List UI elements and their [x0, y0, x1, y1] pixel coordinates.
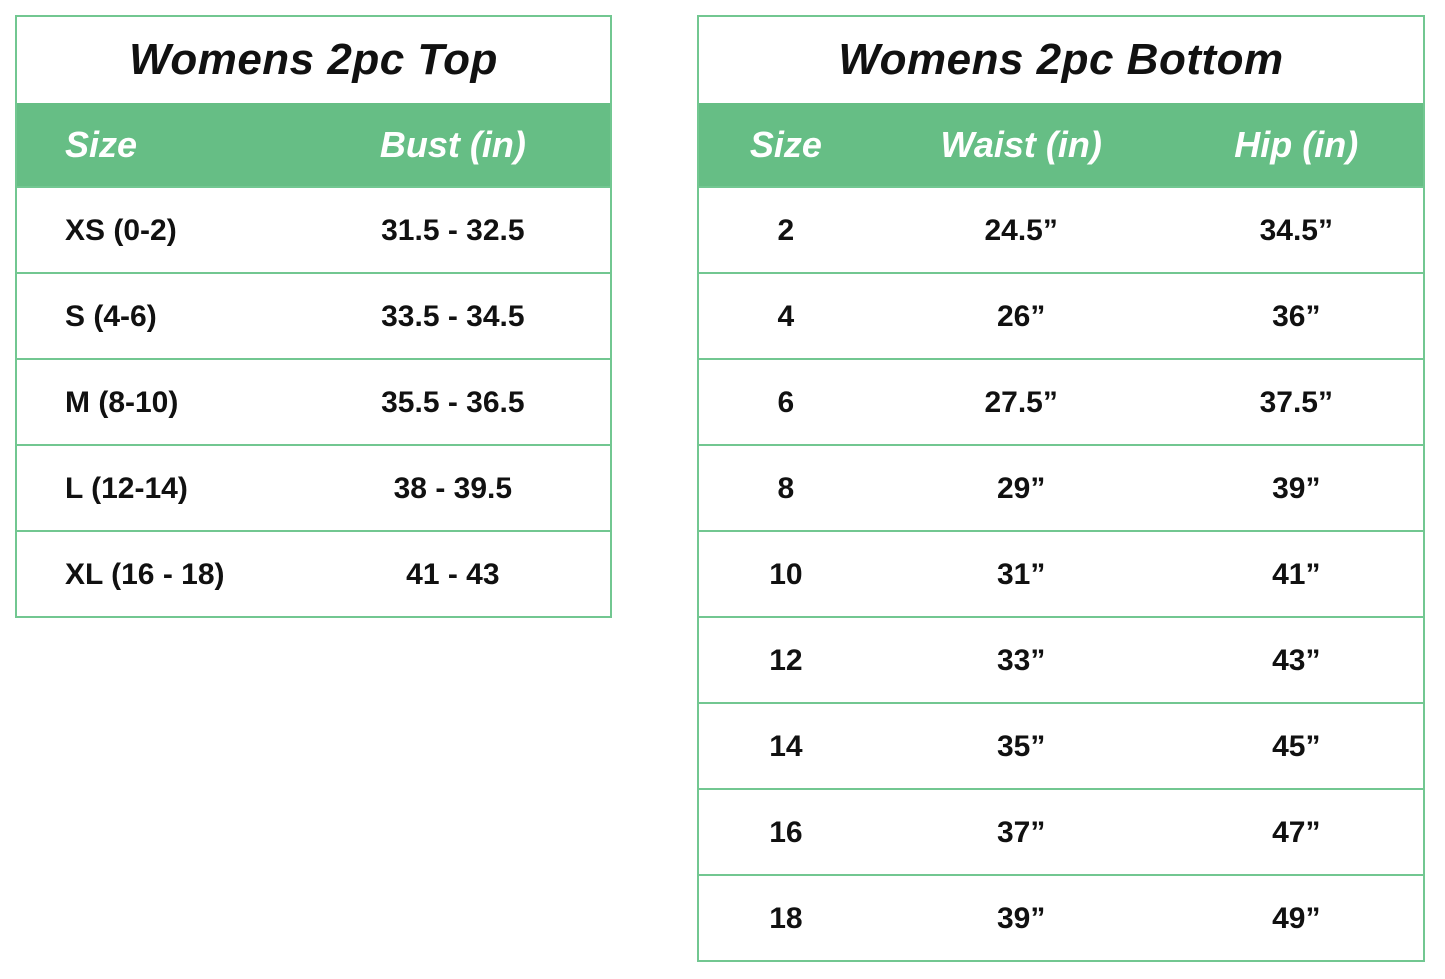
table-body: XS (0-2) 31.5 - 32.5 S (4-6) 33.5 - 34.5 M (…: [17, 186, 610, 616]
table-cell: 41 - 43: [406, 557, 500, 591]
table-cell: 27.5”: [984, 385, 1058, 419]
table-cell: 24.5”: [984, 213, 1058, 247]
table-cell: 18: [769, 901, 803, 935]
column-header-size: Size: [65, 123, 138, 165]
table-cell: 35”: [996, 729, 1046, 763]
column-header-hip-in: Hip (in): [1234, 123, 1359, 165]
table-cell: XS (0-2): [65, 213, 177, 247]
table-row: 8 29” 39”: [699, 444, 1423, 530]
table-cell: 38 - 39.5: [393, 471, 513, 505]
table-cell: 39”: [996, 901, 1046, 935]
table-cell: 33”: [996, 643, 1046, 677]
table-cell: 26”: [996, 299, 1046, 333]
table-cell: 49”: [1272, 901, 1321, 935]
table-cell: 34.5”: [1259, 213, 1333, 247]
table-cell: 8: [777, 471, 795, 505]
table-cell: 39”: [1272, 471, 1321, 505]
table-cell: 16: [769, 815, 803, 849]
table-row: M (8-10) 35.5 - 36.5: [17, 358, 610, 444]
table-cell: 31”: [996, 557, 1046, 591]
table-cell: XL (16 - 18): [65, 557, 225, 591]
table-row: 10 31” 41”: [699, 530, 1423, 616]
table-row: 4 26” 36”: [699, 272, 1423, 358]
table-row: 2 24.5” 34.5”: [699, 186, 1423, 272]
table-cell: 41”: [1272, 557, 1321, 591]
table-cell: 12: [769, 643, 803, 677]
table-cell: 43”: [1272, 643, 1321, 677]
table-row: 6 27.5” 37.5”: [699, 358, 1423, 444]
table-cell: 47”: [1272, 815, 1321, 849]
table-cell: L (12-14): [65, 471, 188, 505]
column-header-size: Size: [749, 123, 822, 165]
table-header-row: Size Bust (in): [17, 103, 610, 186]
table-cell: 37”: [996, 815, 1046, 849]
table-cell: 6: [777, 385, 795, 419]
table-cell: 31.5 - 32.5: [381, 213, 525, 247]
table-row: 16 37” 47”: [699, 788, 1423, 874]
table-row: S (4-6) 33.5 - 34.5: [17, 272, 610, 358]
table-cell: S (4-6): [65, 299, 157, 333]
table-title: Womens 2pc Bottom: [838, 35, 1284, 84]
column-header-waist-in: Waist (in): [940, 123, 1102, 165]
table-row: XS (0-2) 31.5 - 32.5: [17, 186, 610, 272]
table-cell: 35.5 - 36.5: [381, 385, 525, 419]
table-header-row: Size Waist (in) Hip (in): [699, 103, 1423, 186]
table-cell: 36”: [1272, 299, 1321, 333]
table-title: Womens 2pc Top: [129, 35, 498, 84]
table-row: 18 39” 49”: [699, 874, 1423, 960]
table-row: 12 33” 43”: [699, 616, 1423, 702]
womens-2pc-top-table: Womens 2pc Top Size Bust (in) XS (0-2) 31.…: [15, 15, 612, 618]
table-cell: 14: [769, 729, 803, 763]
table-cell: 10: [769, 557, 803, 591]
table-body: 2 24.5” 34.5” 4 26” 36” 6 27.5” 37.5” 8 29” 39” 10 31…: [699, 186, 1423, 960]
table-cell: 37.5”: [1259, 385, 1333, 419]
table-row: L (12-14) 38 - 39.5: [17, 444, 610, 530]
table-cell: 4: [777, 299, 795, 333]
table-cell: M (8-10): [65, 385, 179, 419]
table-row: XL (16 - 18) 41 - 43: [17, 530, 610, 616]
table-cell: 2: [777, 213, 795, 247]
table-cell: 45”: [1272, 729, 1321, 763]
column-header-bust-in: Bust (in): [379, 123, 526, 165]
table-row: 14 35” 45”: [699, 702, 1423, 788]
table-cell: 29”: [996, 471, 1046, 505]
womens-2pc-bottom-table: Womens 2pc Bottom Size Waist (in) Hip (in)…: [697, 15, 1425, 962]
table-cell: 33.5 - 34.5: [381, 299, 525, 333]
